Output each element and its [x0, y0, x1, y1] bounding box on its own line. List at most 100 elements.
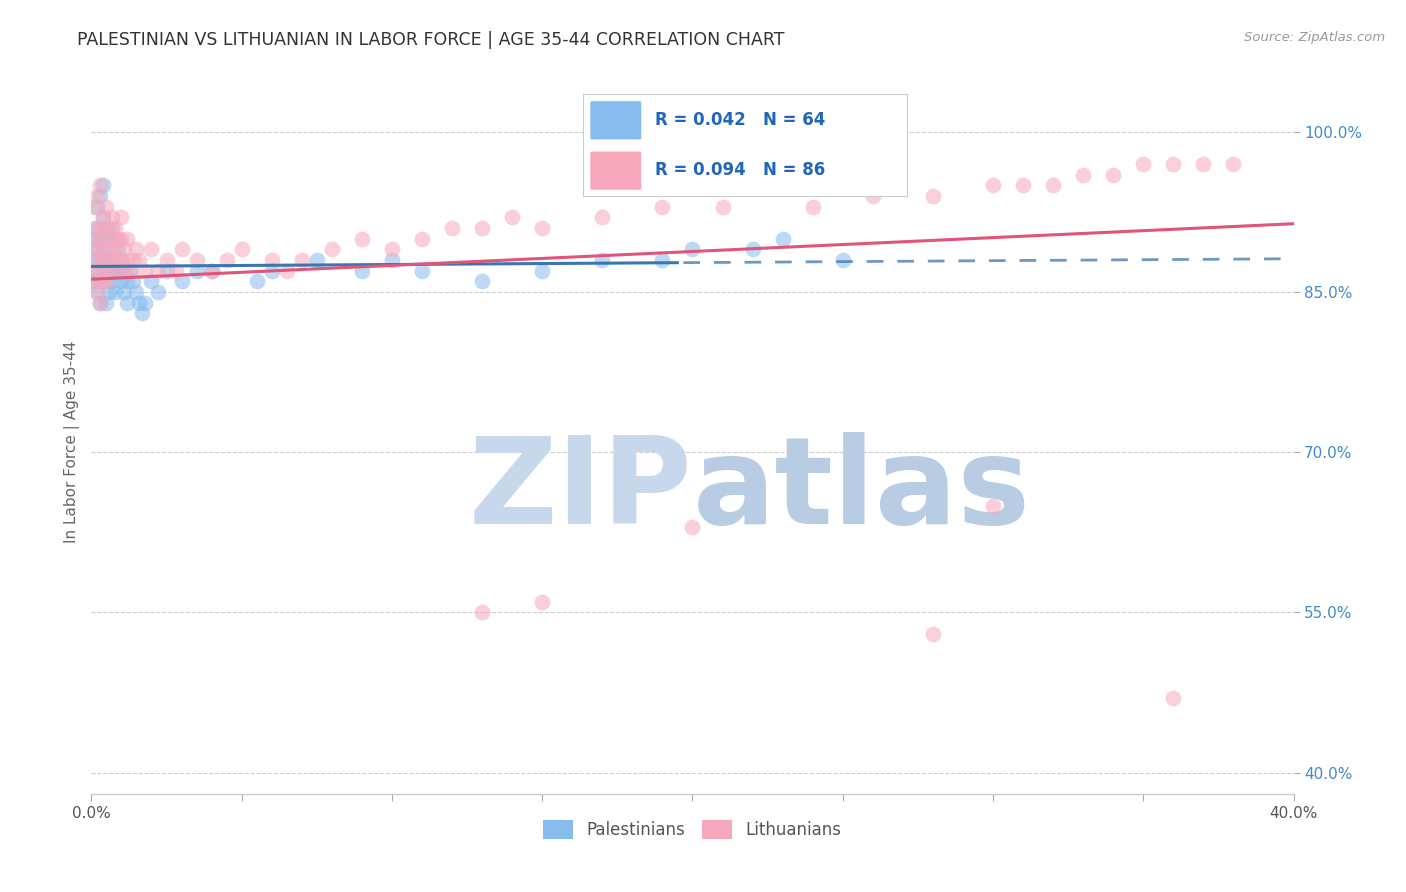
Point — [110, 253, 132, 268]
Point — [96, 295, 118, 310]
Point — [101, 221, 124, 235]
Point — [215, 253, 238, 268]
Point — [83, 200, 105, 214]
Point — [86, 232, 108, 246]
Point — [146, 263, 169, 277]
Point — [186, 263, 208, 277]
Point — [89, 263, 111, 277]
Point — [922, 626, 945, 640]
Point — [96, 221, 118, 235]
Point — [89, 178, 111, 193]
Point — [93, 253, 115, 268]
Text: R = 0.042   N = 64: R = 0.042 N = 64 — [655, 111, 825, 128]
Point — [260, 263, 283, 277]
Point — [165, 263, 187, 277]
Point — [98, 243, 121, 257]
Point — [125, 285, 148, 299]
Point — [104, 263, 127, 277]
Point — [101, 253, 124, 268]
Point — [89, 243, 111, 257]
Point — [101, 211, 124, 225]
Point — [131, 306, 153, 320]
Point — [89, 295, 111, 310]
Point — [681, 520, 703, 534]
Point — [801, 200, 824, 214]
FancyBboxPatch shape — [591, 101, 641, 140]
Point — [260, 253, 283, 268]
Point — [83, 243, 105, 257]
Point — [86, 253, 108, 268]
Point — [471, 606, 494, 620]
Point — [120, 263, 142, 277]
Point — [125, 243, 148, 257]
Point — [107, 243, 129, 257]
Point — [86, 221, 108, 235]
Point — [170, 243, 193, 257]
Point — [114, 263, 136, 277]
Point — [86, 243, 108, 257]
Point — [122, 253, 145, 268]
Point — [501, 211, 523, 225]
Point — [276, 263, 298, 277]
Point — [651, 253, 673, 268]
Legend: Palestinians, Lithuanians: Palestinians, Lithuanians — [537, 813, 848, 846]
Point — [104, 232, 127, 246]
Point — [862, 189, 884, 203]
Y-axis label: In Labor Force | Age 35-44: In Labor Force | Age 35-44 — [65, 341, 80, 542]
Point — [107, 263, 129, 277]
Point — [117, 295, 139, 310]
Point — [155, 253, 177, 268]
Point — [1161, 157, 1184, 171]
Point — [1102, 168, 1125, 182]
Point — [201, 263, 224, 277]
Point — [146, 285, 169, 299]
Point — [1192, 157, 1215, 171]
Point — [128, 295, 150, 310]
Point — [89, 274, 111, 288]
Point — [104, 243, 127, 257]
Point — [128, 253, 150, 268]
Point — [305, 253, 328, 268]
Point — [86, 200, 108, 214]
Point — [471, 221, 494, 235]
Point — [120, 263, 142, 277]
Point — [1161, 690, 1184, 705]
Point — [110, 232, 132, 246]
Point — [110, 274, 132, 288]
Point — [134, 295, 156, 310]
Point — [411, 232, 433, 246]
Point — [98, 263, 121, 277]
Point — [96, 221, 118, 235]
Point — [117, 232, 139, 246]
Point — [591, 211, 613, 225]
Point — [1012, 178, 1035, 193]
Point — [381, 243, 404, 257]
Point — [114, 243, 136, 257]
Point — [93, 274, 115, 288]
Point — [117, 274, 139, 288]
Point — [231, 243, 253, 257]
Point — [110, 211, 132, 225]
Point — [83, 263, 105, 277]
Point — [321, 243, 343, 257]
Point — [89, 232, 111, 246]
Point — [98, 285, 121, 299]
Point — [86, 285, 108, 299]
Point — [107, 253, 129, 268]
Point — [104, 221, 127, 235]
Point — [1222, 157, 1244, 171]
Text: atlas: atlas — [692, 433, 1031, 549]
Point — [772, 232, 794, 246]
Point — [531, 263, 554, 277]
Point — [93, 211, 115, 225]
Point — [93, 178, 115, 193]
Point — [96, 200, 118, 214]
Point — [104, 263, 127, 277]
Point — [98, 221, 121, 235]
Point — [93, 243, 115, 257]
Point — [86, 285, 108, 299]
Text: PALESTINIAN VS LITHUANIAN IN LABOR FORCE | AGE 35-44 CORRELATION CHART: PALESTINIAN VS LITHUANIAN IN LABOR FORCE… — [77, 31, 785, 49]
Point — [98, 263, 121, 277]
Point — [122, 274, 145, 288]
Text: ZIP: ZIP — [468, 433, 692, 549]
